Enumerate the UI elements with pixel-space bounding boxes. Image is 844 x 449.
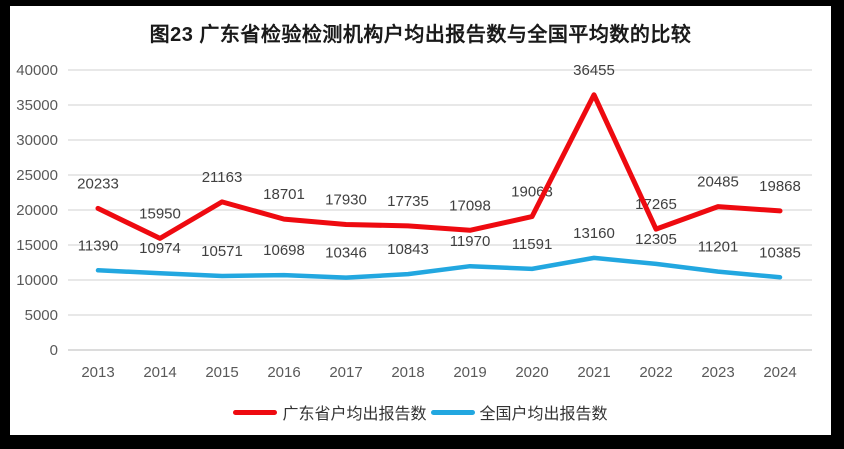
- legend-line-swatch-blue: [430, 409, 475, 415]
- x-axis-tick-label: 2018: [391, 364, 424, 381]
- y-axis-tick-label: 10000: [16, 272, 58, 289]
- y-axis-tick-label: 20000: [16, 202, 58, 219]
- x-axis-tick-label: 2022: [639, 364, 672, 381]
- data-label-series-0: 20485: [697, 174, 739, 191]
- y-axis-tick-label: 0: [50, 342, 58, 359]
- y-axis-tick-label: 40000: [16, 62, 58, 79]
- x-axis-tick-label: 2017: [329, 364, 362, 381]
- data-label-series-1: 10843: [387, 241, 429, 258]
- data-label-series-0: 20233: [77, 175, 119, 192]
- plot-area: 0 5000 10000 15000 20000 25000 30000 35000 40000…: [16, 62, 812, 381]
- x-axis-tick-label: 2013: [81, 364, 114, 381]
- data-label-series-1: 12305: [635, 231, 677, 248]
- legend-item-guangdong: 广东省户均出报告数: [233, 400, 427, 424]
- data-label-series-0: 19868: [759, 178, 801, 195]
- y-axis-tick-label: 15000: [16, 237, 58, 254]
- line-series-1: [95, 255, 783, 280]
- chart-title: 图23 广东省检验检测机构户均出报告数与全国平均数的比较: [149, 24, 692, 46]
- legend: 广东省户均出报告数 全国户均出报告数: [10, 400, 831, 424]
- legend-line-swatch-red: [233, 409, 278, 415]
- legend-label-national: 全国户均出报告数: [479, 406, 608, 423]
- y-axis-tick-label: 5000: [25, 307, 58, 324]
- data-label-series-0: 36455: [573, 62, 615, 79]
- x-axis-tick-label: 2015: [205, 364, 238, 381]
- data-label-series-1: 10346: [325, 245, 367, 262]
- line-series-0: [95, 92, 783, 241]
- legend-label-guangdong: 广东省户均出报告数: [282, 406, 427, 423]
- data-label-series-0: 15950: [139, 205, 181, 222]
- data-label-series-1: 10385: [759, 244, 801, 261]
- x-axis-tick-label: 2014: [143, 364, 176, 381]
- y-axis-tick-label: 25000: [16, 167, 58, 184]
- x-axis-tick-label: 2020: [515, 364, 548, 381]
- x-axis-tick-label: 2024: [763, 364, 796, 381]
- data-label-series-0: 17098: [449, 197, 491, 214]
- data-label-series-1: 10698: [263, 242, 305, 259]
- data-label-series-0: 21163: [202, 169, 243, 186]
- x-axis-tick-label: 2016: [267, 364, 300, 381]
- data-label-series-0: 17930: [325, 191, 367, 208]
- x-axis-tick-label: 2023: [701, 364, 734, 381]
- data-label-series-1: 11970: [450, 233, 491, 250]
- data-label-series-1: 11201: [698, 239, 739, 256]
- y-axis-tick-label: 35000: [16, 97, 58, 114]
- data-label-series-1: 10974: [139, 240, 181, 257]
- data-label-series-1: 11591: [512, 236, 553, 253]
- x-axis-tick-label: 2019: [453, 364, 486, 381]
- data-label-series-1: 13160: [573, 225, 615, 242]
- legend-item-national: 全国户均出报告数: [430, 400, 608, 424]
- x-axis-tick-label: 2021: [577, 364, 610, 381]
- data-label-series-0: 17735: [387, 193, 429, 210]
- data-label-series-1: 11390: [78, 237, 119, 254]
- chart-canvas: 图23 广东省检验检测机构户均出报告数与全国平均数的比较 0 5000 10000 1…: [10, 6, 831, 435]
- data-label-series-1: 10571: [201, 243, 243, 260]
- y-axis-tick-label: 30000: [16, 132, 58, 149]
- data-label-series-0: 18701: [263, 186, 305, 203]
